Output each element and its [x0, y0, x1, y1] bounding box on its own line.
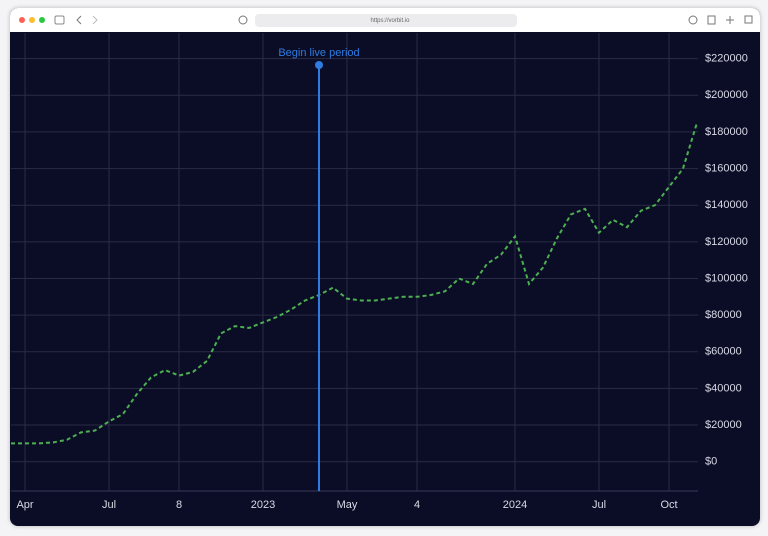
share-button[interactable]: [707, 15, 716, 25]
y-tick-label: $120000: [705, 236, 748, 248]
forward-button[interactable]: [92, 15, 98, 25]
maximize-button[interactable]: [39, 17, 45, 23]
y-tick-label: $20000: [705, 419, 742, 431]
y-tick-label: $140000: [705, 199, 748, 211]
back-button[interactable]: [76, 15, 82, 25]
y-tick-label: $180000: [705, 126, 748, 138]
x-tick-label: Jul: [102, 499, 116, 511]
y-tick-label: $60000: [705, 346, 742, 358]
browser-window: https://vorbit.io $0 $20000 $40000 $60000 $8…: [10, 8, 760, 526]
x-tick-label: Apr: [16, 499, 33, 511]
sidebar-button[interactable]: [54, 15, 65, 25]
x-tick-label: May: [337, 499, 358, 511]
minimize-button[interactable]: [29, 17, 35, 23]
x-tick-label: Jul: [592, 499, 606, 511]
new-tab-button[interactable]: [726, 16, 734, 24]
chart: $0 $20000 $40000 $60000 $80000 $100000 $120000…: [11, 33, 748, 511]
close-button[interactable]: [19, 17, 25, 23]
x-tick-label: 2023: [251, 499, 275, 511]
y-tick-label: $40000: [705, 382, 742, 394]
x-tick-label: 2024: [503, 499, 527, 511]
x-tick-label: 8: [176, 499, 182, 511]
screen: https://vorbit.io $0 $20000 $40000 $60000 $8…: [10, 8, 760, 511]
y-tick-label: $200000: [705, 89, 748, 101]
x-tick-label: Oct: [660, 499, 677, 511]
address-bar[interactable]: [255, 14, 517, 27]
live-marker-dot: [315, 61, 323, 69]
x-tick-label: 4: [414, 499, 420, 511]
tabs-button[interactable]: [744, 15, 753, 24]
y-tick-label: $160000: [705, 162, 748, 174]
y-tick-label: $0: [705, 456, 717, 468]
privacy-icon: [238, 15, 248, 25]
y-tick-label: $220000: [705, 53, 748, 65]
download-button[interactable]: [688, 15, 698, 25]
y-tick-label: $80000: [705, 309, 742, 321]
y-tick-label: $100000: [705, 272, 748, 284]
annotation: Begin live period: [278, 47, 359, 59]
url: https://vorbit.io: [370, 18, 410, 24]
equity-line: [11, 122, 698, 445]
